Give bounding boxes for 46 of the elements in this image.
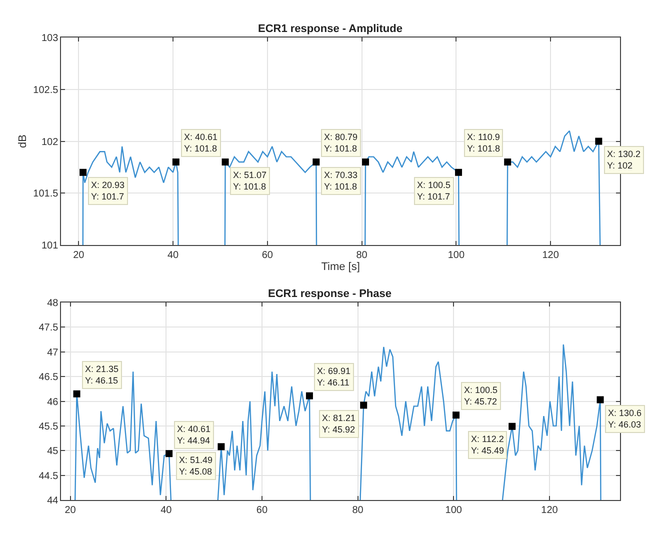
annotation: X: 100.5 Y: 101.7 — [417, 180, 451, 202]
chart-title: ECR1 response - Amplitude — [258, 23, 402, 35]
annotation: X: 110.9 Y: 101.8 — [467, 132, 500, 154]
y-tick-label: 48 — [47, 298, 59, 309]
annotation: X: 21.35 Y: 46.15 — [85, 364, 119, 386]
y-tick-label: 101 — [42, 240, 59, 252]
y-tick-label: 44.5 — [38, 470, 59, 482]
x-tick-label: 120 — [541, 505, 558, 516]
annotation: X: 51.49 Y: 45.08 — [179, 455, 213, 477]
x-tick-label: 100 — [448, 250, 465, 261]
annotation: X: 100.5 Y: 45.72 — [464, 385, 498, 407]
x-tick-label: 40 — [167, 250, 180, 261]
annotation: X: 51.07 Y: 101.8 — [233, 170, 267, 192]
x-tick-label: 40 — [160, 505, 172, 516]
x-axis-title: Time [s] — [321, 261, 360, 274]
x-tick-label: 60 — [262, 250, 274, 261]
y-tick-label: 101.5 — [33, 188, 59, 200]
annotation: X: 20.93 Y: 101.7 — [91, 180, 125, 202]
x-tick-label: 100 — [445, 505, 462, 516]
x-tick-label: 80 — [352, 505, 364, 516]
y-tick-label: 45.5 — [38, 421, 59, 432]
y-axis-title: dB — [16, 134, 29, 148]
x-tick-label: 20 — [73, 250, 85, 261]
y-tick-label: 46 — [47, 396, 59, 408]
annotation: X: 130.2 Y: 102 — [607, 149, 641, 171]
annotation: X: 130.6 Y: 46.03 — [608, 408, 642, 430]
annotation: X: 81.21 Y: 45.92 — [322, 413, 356, 435]
annotation: X: 70.33 Y: 101.8 — [324, 170, 358, 192]
x-tick-label: 60 — [256, 505, 268, 516]
y-tick-label: 103 — [42, 33, 59, 44]
y-tick-label: 102 — [42, 136, 59, 148]
y-tick-label: 47 — [47, 347, 59, 358]
annotation: X: 80.79 Y: 101.8 — [324, 132, 358, 154]
y-tick-label: 46.5 — [38, 372, 59, 384]
y-tick-label: 45 — [47, 446, 59, 458]
y-tick-label: 102.5 — [33, 84, 59, 96]
annotation: X: 40.61 Y: 101.8 — [184, 132, 218, 154]
x-tick-label: 20 — [64, 505, 76, 516]
x-tick-label: 120 — [542, 250, 560, 261]
annotation: X: 69.91 Y: 46.11 — [317, 366, 351, 388]
annotation: X: 112.2 Y: 45.49 — [471, 434, 504, 456]
x-tick-label: 80 — [356, 250, 368, 261]
y-tick-label: 47.5 — [38, 322, 59, 334]
annotation: X: 40.61 Y: 44.94 — [177, 424, 211, 446]
y-tick-label: 44 — [47, 496, 59, 506]
chart-title: ECR1 response - Phase — [268, 288, 392, 300]
